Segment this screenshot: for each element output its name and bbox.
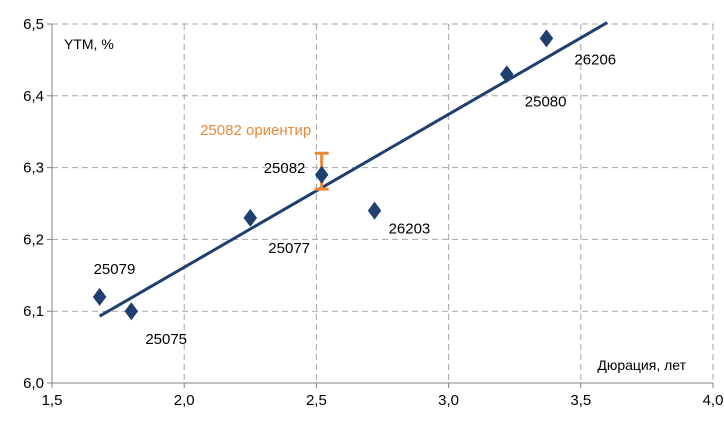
x-tick-label: 3,0 — [438, 392, 459, 409]
y-tick-label: 6,4 — [23, 88, 44, 105]
point-label: 25079 — [94, 261, 136, 278]
points-layer — [92, 29, 554, 321]
point-label: 25075 — [145, 331, 187, 348]
y-tick-label: 6,0 — [23, 375, 44, 392]
trendline — [98, 21, 608, 318]
grid — [52, 23, 714, 383]
data-point — [243, 208, 258, 227]
x-tick-label: 1,5 — [42, 392, 63, 409]
x-axis-title: Дюрация, лет — [597, 357, 686, 373]
point-label: 25077 — [268, 240, 310, 257]
data-point — [500, 65, 514, 84]
y-tick-label: 6,3 — [23, 160, 44, 177]
x-tick-label: 3,5 — [570, 392, 591, 409]
guidance-label: 25082 ориентир — [200, 122, 311, 139]
point-label: 25080 — [525, 93, 567, 110]
data-point — [92, 287, 107, 306]
x-tick-label: 4,0 — [703, 392, 724, 409]
y-tick-label: 6,2 — [23, 231, 44, 248]
point-label: 25082 — [264, 160, 306, 177]
y-tick-label: 6,1 — [23, 303, 44, 320]
data-point — [124, 302, 139, 321]
point-label: 26203 — [389, 221, 431, 238]
y-axis-title: YTM, % — [64, 36, 114, 52]
y-tick-label: 6,5 — [23, 16, 44, 33]
axes: 6,0 6,1 6,2 6,3 6,4 6,5 1,5 2,0 2,5 3,0 3,5 4,0 — [23, 16, 723, 409]
data-point — [539, 29, 554, 48]
x-tick-label: 2,0 — [174, 392, 195, 409]
data-point — [314, 165, 329, 184]
point-label: 26206 — [574, 51, 616, 68]
trendline-layer — [98, 21, 608, 318]
data-point — [367, 201, 382, 220]
labels-layer: 25082 ориентир 25079 25075 25077 25082 26203 2… — [94, 51, 617, 348]
x-tick-label: 2,5 — [306, 392, 327, 409]
